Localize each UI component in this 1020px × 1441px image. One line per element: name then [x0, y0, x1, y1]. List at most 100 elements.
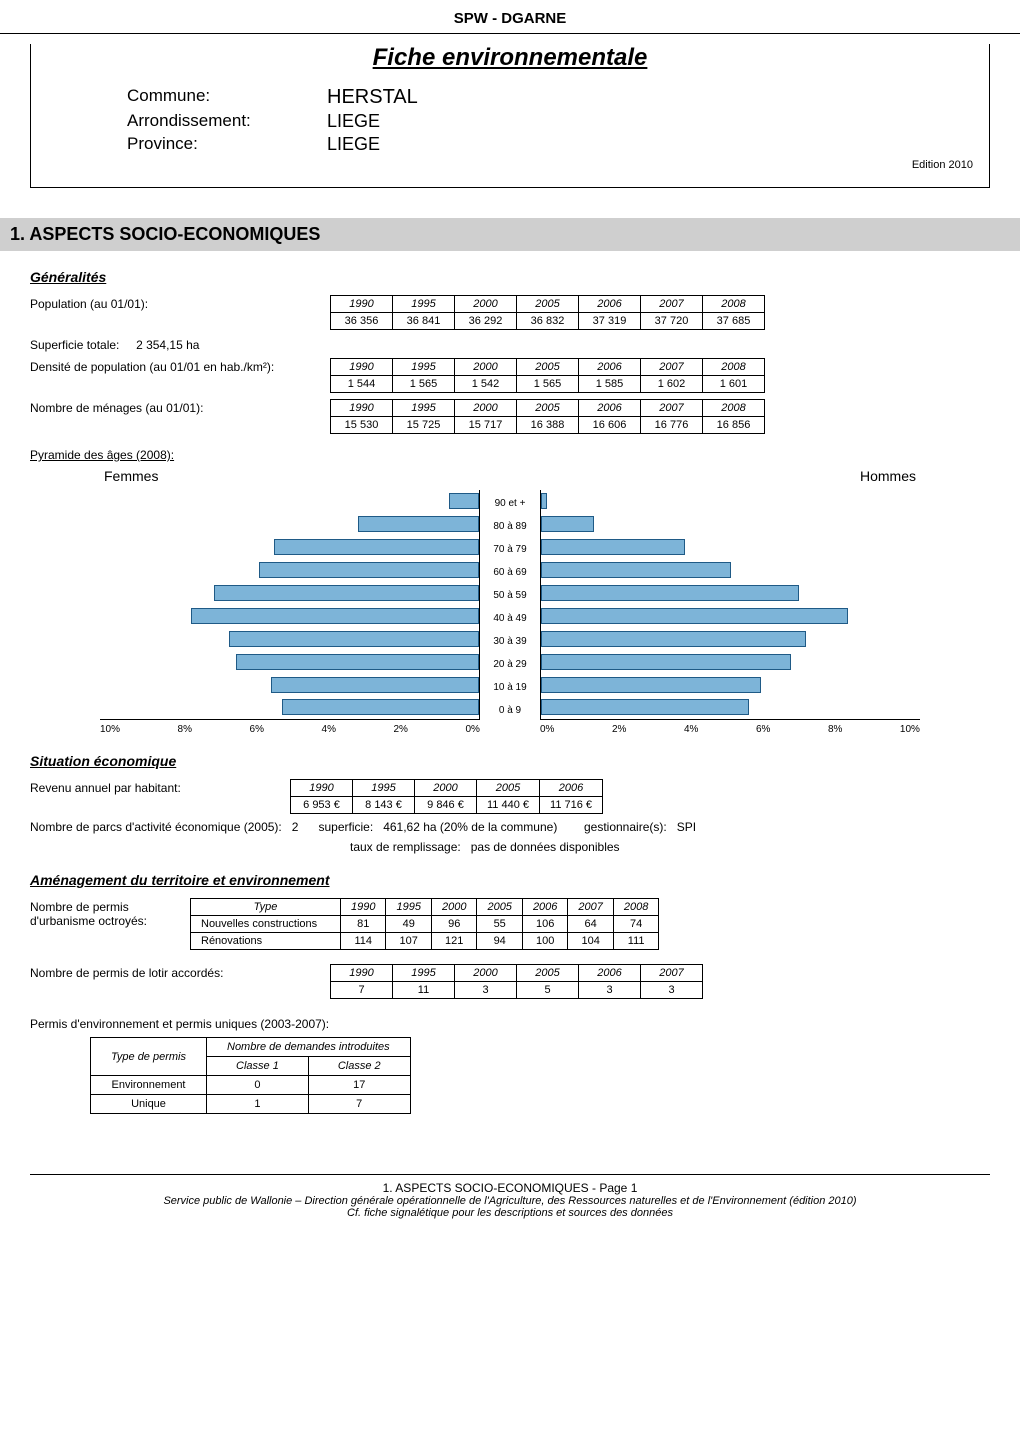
- axis-tick: 8%: [178, 724, 192, 735]
- menages-label: Nombre de ménages (au 01/01):: [30, 399, 330, 415]
- value-cell: 36 841: [393, 313, 455, 330]
- value-cell: 3: [455, 982, 517, 999]
- year-header: 2006: [522, 899, 567, 916]
- value-cell: 1 585: [579, 376, 641, 393]
- densite-label: Densité de population (au 01/01 en hab./…: [30, 358, 330, 374]
- pyramid-bar-femmes: [236, 654, 479, 670]
- value-cell: 104: [568, 933, 613, 950]
- pyramid-right: Hommes 0%2%4%6%8%10%: [540, 468, 920, 735]
- year-header: 1995: [393, 965, 455, 982]
- pyramid-bar-femmes: [229, 631, 479, 647]
- env-c1-cell: 0: [207, 1076, 309, 1095]
- pyramid-bar-hommes: [541, 699, 749, 715]
- parcs-line-1: Nombre de parcs d'activité économique (2…: [30, 820, 990, 834]
- edition-label: Edition 2010: [47, 159, 973, 171]
- value-cell: 6 953 €: [291, 797, 353, 814]
- type-cell: Rénovations: [191, 933, 341, 950]
- year-header: 1995: [386, 899, 431, 916]
- parcs-surf-label: superficie:: [318, 820, 373, 834]
- value-cell: 9 846 €: [415, 797, 477, 814]
- env-permis-table: Type de permisNombre de demandes introdu…: [90, 1037, 411, 1114]
- footer-line-2: Service public de Wallonie – Direction g…: [30, 1195, 990, 1207]
- value-cell: 107: [386, 933, 431, 950]
- pyramid-bar-femmes: [449, 493, 479, 509]
- parcs-count: 2: [292, 820, 299, 834]
- value-cell: 37 720: [641, 313, 703, 330]
- densite-table: 19901995200020052006200720081 5441 5651 …: [330, 358, 765, 393]
- year-header: 2008: [703, 359, 765, 376]
- value-cell: 114: [341, 933, 386, 950]
- pyramide-label: Pyramide des âges (2008):: [30, 448, 990, 462]
- superficie-value: 2 354,15 ha: [136, 338, 199, 352]
- value-cell: 16 388: [517, 417, 579, 434]
- pyramid-bar-hommes: [541, 631, 806, 647]
- value-cell: 1 602: [641, 376, 703, 393]
- value-cell: 81: [341, 916, 386, 933]
- year-header: 2005: [517, 400, 579, 417]
- value-cell: 1 601: [703, 376, 765, 393]
- year-header: 2005: [517, 965, 579, 982]
- env-type-cell: Unique: [91, 1095, 207, 1114]
- pyramid-age-label: 10 à 19: [480, 682, 540, 693]
- year-header: 1990: [331, 359, 393, 376]
- page-body: Fiche environnementale Commune: HERSTAL …: [0, 44, 1020, 1239]
- year-header: 2000: [455, 296, 517, 313]
- axis-tick: 6%: [250, 724, 264, 735]
- parcs-taux-value: pas de données disponibles: [471, 840, 620, 854]
- value-cell: 8 143 €: [353, 797, 415, 814]
- pyramid-bar-femmes: [191, 608, 479, 624]
- env-c2-cell: 7: [308, 1095, 410, 1114]
- value-cell: 16 606: [579, 417, 641, 434]
- year-header: 1995: [353, 780, 415, 797]
- year-header: 2007: [641, 359, 703, 376]
- pyramid-right-title: Hommes: [540, 468, 920, 484]
- value-cell: 96: [431, 916, 476, 933]
- year-header: 2008: [613, 899, 658, 916]
- value-cell: 3: [579, 982, 641, 999]
- pyramid-bar-femmes: [271, 677, 479, 693]
- prov-label: Province:: [127, 134, 327, 155]
- permis-urb-label-1: Nombre de permis: [30, 900, 129, 914]
- row-permis-lotir: Nombre de permis de lotir accordés: 1990…: [30, 964, 990, 999]
- year-header: 2005: [477, 899, 522, 916]
- pyramid-bar-hommes: [541, 539, 685, 555]
- value-cell: 121: [431, 933, 476, 950]
- type-cell: Nouvelles constructions: [191, 916, 341, 933]
- menages-table: 199019952000200520062007200815 53015 725…: [330, 399, 765, 434]
- value-cell: 11 440 €: [477, 797, 540, 814]
- year-header: 2008: [703, 296, 765, 313]
- parcs-gest-value: SPI: [677, 820, 696, 834]
- permis-urb-label: Nombre de permis d'urbanisme octroyés:: [30, 898, 190, 928]
- revenu-table: 199019952000200520066 953 €8 143 €9 846 …: [290, 779, 603, 814]
- row-revenu: Revenu annuel par habitant: 199019952000…: [30, 779, 990, 814]
- year-header: 2007: [641, 296, 703, 313]
- row-menages: Nombre de ménages (au 01/01): 1990199520…: [30, 399, 990, 434]
- year-header: 2000: [415, 780, 477, 797]
- pyramid-left-title: Femmes: [100, 468, 480, 484]
- year-header: 2000: [455, 359, 517, 376]
- parcs-prefix: Nombre de parcs d'activité économique (2…: [30, 820, 282, 834]
- year-header: 1990: [331, 296, 393, 313]
- parcs-surf-value: 461,62 ha (20% de la commune): [383, 820, 557, 834]
- pyramid-bar-hommes: [541, 493, 547, 509]
- pyramid-bar-hommes: [541, 562, 731, 578]
- value-cell: 1 565: [517, 376, 579, 393]
- pyramid-bar-femmes: [358, 516, 479, 532]
- pyramid-bar-hommes: [541, 677, 761, 693]
- superficie-label-text: Superficie totale:: [30, 338, 119, 352]
- year-header: 2007: [641, 965, 703, 982]
- arr-value: LIEGE: [327, 111, 380, 132]
- meta-arrondissement: Arrondissement: LIEGE: [127, 111, 973, 132]
- year-header: 1995: [393, 359, 455, 376]
- value-cell: 5: [517, 982, 579, 999]
- value-cell: 15 717: [455, 417, 517, 434]
- axis-tick: 0%: [465, 724, 479, 735]
- commune-value: HERSTAL: [327, 86, 418, 109]
- pyramid-left: Femmes 10%8%6%4%2%0%: [100, 468, 480, 735]
- population-pyramid: Femmes 10%8%6%4%2%0% 90 et +80 à 8970 à …: [30, 468, 990, 735]
- footer-line-1: 1. ASPECTS SOCIO-ECONOMIQUES - Page 1: [30, 1174, 990, 1195]
- axis-tick: 2%: [612, 724, 626, 735]
- pyramid-bar-hommes: [541, 585, 799, 601]
- pyramid-bar-femmes: [282, 699, 479, 715]
- pyramid-left-bars: [100, 490, 480, 720]
